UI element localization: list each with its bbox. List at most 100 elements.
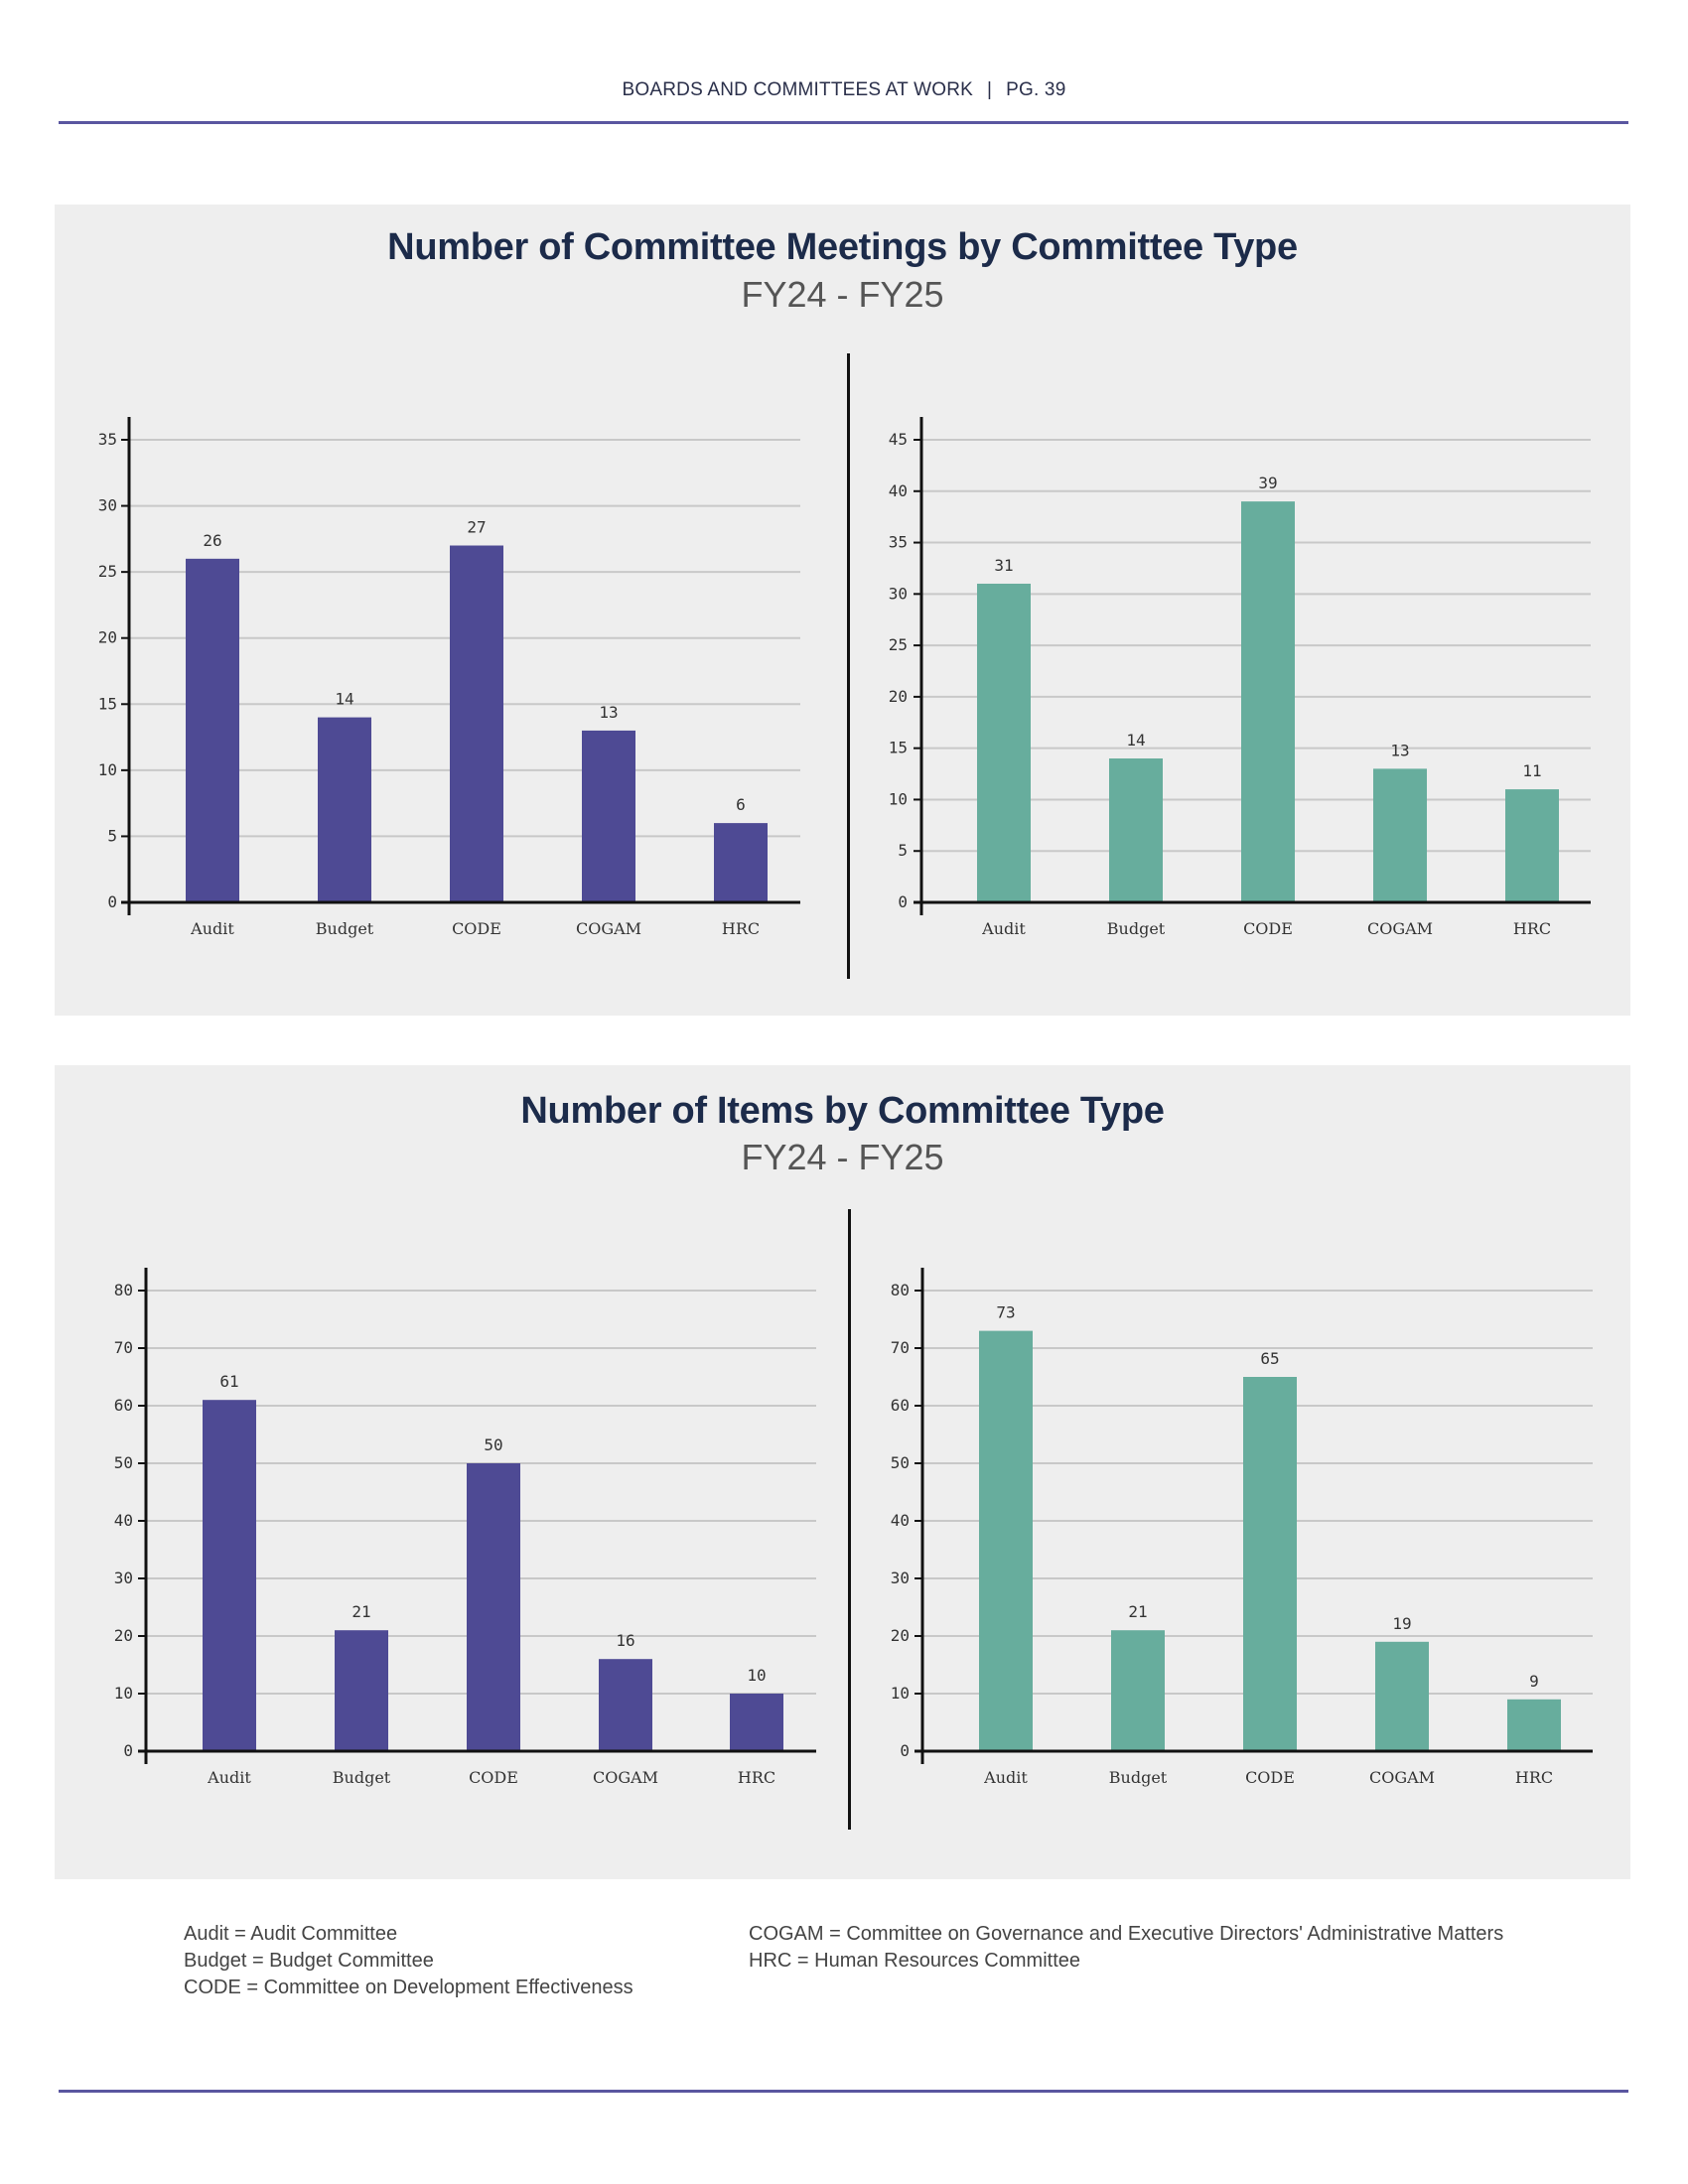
meetings-fy25-y-tick-label: 20 [889,687,908,706]
meetings-fy24-bar-budget [318,717,371,902]
items-fy24-y-tick-label: 0 [123,1741,133,1760]
items-fy24-value-label: 21 [352,1602,370,1621]
legend-cogam: COGAM = Committee on Governance and Exec… [749,1923,1504,1945]
meetings-fy24-category-label: Audit [190,919,234,938]
header-page-number: PG. 39 [1006,79,1066,100]
items-fy25-y-tick-label: 80 [891,1281,910,1299]
meetings-fy25-bar-cogam [1373,768,1427,902]
items-fy25-bar-hrc [1507,1699,1561,1751]
header-separator: | [986,79,993,100]
items-fy25-value-label: 19 [1392,1614,1411,1633]
items-fy25-y-tick-label: 50 [891,1453,910,1472]
items-fy25-y-tick-label: 0 [900,1741,910,1760]
meetings-fy24-y-tick-label: 10 [98,760,117,779]
meetings-fy24-y-tick-label: 25 [98,562,117,581]
meetings-fy24-value-label: 26 [203,531,221,550]
items-fy24-bar-code [467,1463,520,1751]
meetings-fy25-y-tick-label: 5 [898,841,908,860]
items-subtitle: FY24 - FY25 [741,1137,944,1177]
legend-budget: Budget = Budget Committee [184,1950,434,1972]
meetings-fy25-category-label: CODE [1243,919,1293,938]
legend-left: Audit = Audit Committee Budget = Budget … [184,1921,633,2001]
items-fy24-bar-hrc [730,1694,783,1751]
items-fy25-bar-audit [979,1330,1033,1751]
items-fy24-value-label: 61 [219,1372,238,1391]
meetings-fy25-value-label: 31 [994,556,1013,575]
meetings-fy25-y-tick-label: 15 [889,739,908,757]
items-fy24-category-label: HRC [738,1768,775,1787]
items-fy24-y-tick-label: 50 [114,1453,133,1472]
meetings-fy24-bar-hrc [714,823,768,902]
meetings-fy25-category-label: Budget [1107,919,1166,938]
meetings-fy25-y-tick-label: 25 [889,635,908,654]
items-fy25-y-tick-label: 30 [891,1569,910,1587]
meetings-fy24-value-label: 27 [467,518,486,537]
legend-audit: Audit = Audit Committee [184,1923,398,1945]
meetings-panel: Number of Committee Meetings by Committe… [55,205,1630,1016]
items-fy24-y-tick-label: 40 [114,1511,133,1530]
items-fy25-value-label: 21 [1128,1602,1147,1621]
items-fy25-y-tick-label: 70 [891,1338,910,1357]
items-fy24-category-label: Budget [333,1768,391,1787]
items-fy25-y-tick-label: 60 [891,1396,910,1415]
meetings-fy24-category-label: CODE [452,919,501,938]
meetings-fy25-y-tick-label: 45 [889,430,908,449]
items-fy24-value-label: 50 [484,1435,502,1454]
items-fy25-category-label: Budget [1109,1768,1168,1787]
legend-right: COGAM = Committee on Governance and Exec… [749,1921,1503,1975]
items-fy25-category-label: HRC [1515,1768,1553,1787]
meetings-fy25-y-tick-label: 10 [889,789,908,808]
legend-hrc: HRC = Human Resources Committee [749,1950,1080,1972]
items-fy24-bar-audit [203,1400,256,1751]
meetings-fy25-bar-hrc [1505,789,1559,902]
meetings-fy25-category-label: COGAM [1367,919,1433,938]
meetings-fy25-bar-code [1241,501,1295,902]
meetings-fy25-bar-budget [1109,758,1163,902]
items-fy24-y-tick-label: 70 [114,1338,133,1357]
footer-rule [59,2090,1628,2093]
header-rule [59,121,1628,124]
items-title: Number of Items by Committee Type [520,1090,1165,1132]
meetings-fy24-y-tick-label: 20 [98,628,117,647]
meetings-fy24-value-label: 14 [335,690,353,709]
items-fy25-bar-cogam [1375,1641,1429,1751]
items-fy24-value-label: 16 [616,1631,634,1650]
items-fy25-value-label: 65 [1260,1349,1279,1368]
meetings-fy24-y-tick-label: 30 [98,496,117,515]
meetings-divider [847,353,850,979]
meetings-fy24-bar-cogam [582,730,635,902]
meetings-fy24-category-label: Budget [316,919,374,938]
items-fy25-category-label: CODE [1245,1768,1295,1787]
items-fy24-y-tick-label: 60 [114,1396,133,1415]
items-fy24-category-label: Audit [207,1768,251,1787]
page-header: BOARDS AND COMMITTEES AT WORK | PG. 39 [0,79,1688,101]
items-fy24-bar-budget [335,1630,388,1751]
meetings-fy25-y-tick-label: 0 [898,892,908,911]
items-panel: Number of Items by Committee Type FY24 -… [55,1065,1630,1879]
meetings-fy24-category-label: HRC [722,919,760,938]
header-section: BOARDS AND COMMITTEES AT WORK [622,79,973,100]
meetings-fy25-value-label: 13 [1390,741,1409,759]
meetings-fy24-value-label: 6 [736,795,746,814]
meetings-fy25-value-label: 39 [1258,474,1277,492]
items-fy24-y-tick-label: 30 [114,1569,133,1587]
meetings-fy24-category-label: COGAM [576,919,641,938]
items-fy24-category-label: COGAM [593,1768,658,1787]
items-fy25-y-tick-label: 40 [891,1511,910,1530]
meetings-fy24-y-tick-label: 35 [98,430,117,449]
meetings-fy24-value-label: 13 [599,703,618,722]
meetings-fy25-category-label: Audit [981,919,1026,938]
meetings-subtitle: FY24 - FY25 [741,274,944,315]
meetings-title: Number of Committee Meetings by Committe… [387,226,1298,268]
items-fy25-category-label: COGAM [1369,1768,1435,1787]
items-fy24-value-label: 10 [747,1666,766,1685]
meetings-fy25-bar-audit [977,583,1031,902]
legend-code: CODE = Committee on Development Effectiv… [184,1977,633,1998]
meetings-fy25-y-tick-label: 35 [889,533,908,552]
meetings-fy24-y-tick-label: 5 [107,826,117,845]
items-fy24-y-tick-label: 10 [114,1684,133,1703]
